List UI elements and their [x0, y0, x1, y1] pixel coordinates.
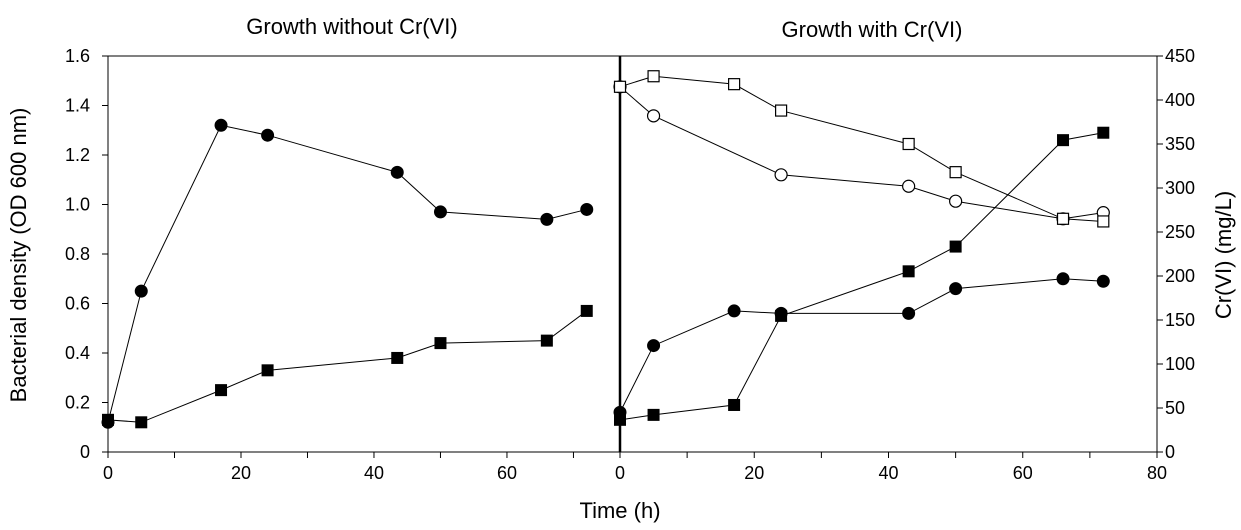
open-square-marker — [728, 78, 741, 91]
open-circle-marker — [774, 168, 788, 182]
open-square-marker — [1097, 215, 1110, 228]
filled-square-marker — [647, 408, 660, 421]
left-y-tick-label: 0.8 — [65, 244, 90, 264]
filled-square-marker — [1097, 126, 1110, 139]
filled-square-marker — [949, 240, 962, 253]
filled-circle-marker — [433, 205, 447, 219]
filled-square-marker — [135, 416, 148, 429]
filled-square-marker — [902, 265, 915, 278]
right-y-tick-label: 400 — [1165, 90, 1195, 110]
filled-square-marker — [261, 364, 274, 377]
left-y-tick-label: 1.0 — [65, 195, 90, 215]
filled-circle-marker — [134, 284, 148, 298]
series-line — [619, 278, 1104, 413]
filled-circle-marker — [902, 306, 916, 320]
text-layer: Growth without Cr(VI) Growth with Cr(VI)… — [6, 14, 1236, 523]
filled-circle-marker — [647, 339, 661, 353]
right-y-tick-label: 150 — [1165, 310, 1195, 330]
filled-square-marker — [728, 398, 741, 411]
left-y-tick-label: 1.4 — [65, 96, 90, 116]
left-x-tick-label: 20 — [231, 463, 251, 483]
filled-circle-marker — [580, 202, 594, 216]
filled-circle-marker — [949, 282, 963, 296]
filled-square-marker — [102, 413, 114, 426]
open-square-marker — [949, 166, 962, 179]
series-line — [619, 75, 1104, 222]
filled-circle-marker — [540, 212, 554, 226]
right-y-tick-label: 50 — [1165, 398, 1185, 418]
filled-circle-marker — [1096, 274, 1110, 288]
panel-frames — [102, 55, 1163, 458]
right-series-open-circle — [613, 80, 1110, 226]
filled-square-marker — [391, 351, 404, 364]
series-line — [619, 132, 1104, 421]
right-y-axis-label: Cr(VI) (mg/L) — [1211, 191, 1236, 319]
right-y-tick-label: 200 — [1165, 266, 1195, 286]
left-y-tick-label: 0.4 — [65, 343, 90, 363]
open-circle-marker — [646, 109, 661, 123]
series-layer — [101, 70, 1110, 429]
left-series-filled-circle — [101, 118, 594, 429]
series-line — [107, 124, 587, 423]
right-y-tick-label: 350 — [1165, 134, 1195, 154]
left-panel-title: Growth without Cr(VI) — [246, 14, 458, 39]
x-axis-label: Time (h) — [579, 498, 660, 523]
right-panel-title: Growth with Cr(VI) — [782, 17, 963, 42]
open-square-marker — [613, 80, 627, 93]
right-series-filled-square — [614, 126, 1110, 426]
left-y-tick-label: 0 — [80, 442, 90, 462]
right-x-tick-label: 40 — [878, 463, 898, 483]
filled-circle-marker — [727, 304, 741, 318]
right-series-open-square — [613, 70, 1110, 228]
open-square-marker — [1056, 212, 1070, 225]
right-x-tick-label: 60 — [1013, 463, 1033, 483]
right-y-tick-label: 100 — [1165, 354, 1195, 374]
right-series-filled-circle — [613, 272, 1110, 419]
right-x-tick-label: 20 — [744, 463, 764, 483]
right-y-tick-label: 450 — [1165, 46, 1195, 66]
left-y-tick-label: 1.6 — [65, 46, 90, 66]
filled-circle-marker — [261, 128, 275, 142]
open-circle-marker — [949, 194, 963, 208]
filled-square-marker — [775, 309, 788, 322]
filled-square-marker — [580, 304, 593, 317]
left-x-tick-label: 60 — [497, 463, 517, 483]
right-x-tick-label: 80 — [1147, 463, 1167, 483]
left-panel-frame — [107, 55, 621, 453]
filled-square-marker — [434, 337, 447, 350]
left-y-tick-label: 0.2 — [65, 393, 90, 413]
open-square-marker — [774, 104, 788, 117]
filled-square-marker — [540, 334, 553, 347]
left-x-tick-label: 40 — [364, 463, 384, 483]
open-circle-marker — [902, 179, 916, 193]
open-square-marker — [902, 137, 915, 151]
left-y-tick-label: 0.6 — [65, 294, 90, 314]
filled-square-marker — [215, 384, 228, 397]
filled-square-marker — [614, 413, 626, 426]
series-line — [619, 86, 1104, 220]
filled-circle-marker — [1056, 272, 1070, 286]
filled-circle-marker — [390, 165, 404, 179]
filled-square-marker — [1057, 134, 1070, 147]
left-y-tick-label: 1.2 — [65, 145, 90, 165]
series-line — [107, 310, 588, 423]
right-panel-frame — [619, 55, 1158, 453]
right-y-tick-label: 300 — [1165, 178, 1195, 198]
left-y-axis-label: Bacterial density (OD 600 nm) — [6, 108, 31, 403]
right-y-tick-label: 250 — [1165, 222, 1195, 242]
left-x-tick-label: 0 — [103, 463, 113, 483]
filled-circle-marker — [214, 118, 228, 132]
left-series-filled-square — [102, 304, 593, 429]
open-square-marker — [647, 70, 660, 83]
right-x-tick-label: 0 — [615, 463, 625, 483]
right-y-tick-label: 0 — [1165, 442, 1175, 462]
